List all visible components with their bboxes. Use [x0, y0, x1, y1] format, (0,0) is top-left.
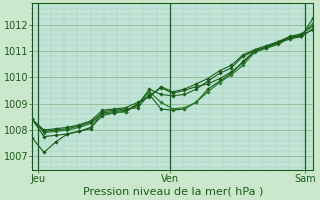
X-axis label: Pression niveau de la mer( hPa ): Pression niveau de la mer( hPa ) — [83, 187, 263, 197]
